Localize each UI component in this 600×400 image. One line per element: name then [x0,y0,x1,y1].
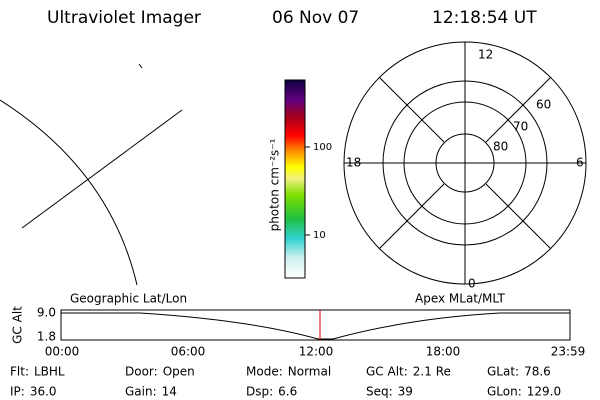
colorbar-scale [284,79,306,279]
status-value: 36.0 [30,385,57,399]
lat-label: 60 [536,98,551,112]
x-label: 18:00 [426,345,461,359]
status-label: Mode: [246,365,283,379]
grid-line [138,63,143,69]
status-panel: Flt: LBHL Door: Open Mode: Normal GC Alt: 2.1 R… [10,365,561,399]
y-label: 1.8 [37,330,56,344]
status-value: 39 [398,385,413,399]
x-label: 12:00 [299,345,334,359]
timeline-title: Geographic Lat/Lon [70,292,187,306]
mlt-label: 0 [468,277,476,291]
timeline: Geographic Lat/Lon Apex MLat/MLT GC Alt … [11,292,586,359]
colorbar-label: 100 [313,142,332,153]
status-label: GC Alt: [366,365,408,379]
y-label: 9.0 [37,306,56,320]
status-label: Dsp: [246,385,273,399]
status-value: 2.1 Re [413,365,451,379]
status-value: 129.0 [527,385,561,399]
status-label: GLon: [487,385,522,399]
lat-label: 80 [493,140,508,154]
image-panel [0,63,183,286]
polar-plot: 12 6 18 0 60 70 80 [343,41,587,291]
status-label: GLat: [487,365,519,379]
y-title: GC Alt [11,306,25,344]
status-label: Flt: [10,365,29,379]
altitude-curve [61,312,570,340]
time: 12:18:54 UT [432,8,537,28]
status-value: 14 [162,385,177,399]
timeline-title: Apex MLat/MLT [415,292,505,306]
date: 06 Nov 07 [272,8,359,28]
x-label: 00:00 [45,345,80,359]
x-label: 06:00 [171,345,206,359]
earth-limb [0,99,138,286]
colorbar: 100 10 photon cm⁻²s⁻¹ [268,79,332,279]
colorbar-label: 10 [313,230,326,241]
title: Ultraviolet Imager [47,8,201,28]
colorbar-unit: photon cm⁻²s⁻¹ [268,138,282,231]
status-label: Door: [125,365,158,379]
lat-label: 70 [513,120,528,134]
status-value: 6.6 [278,385,297,399]
status-label: IP: [10,385,25,399]
x-label: 23:59 [551,345,586,359]
grid-line [21,109,183,229]
status-label: Seq: [366,385,393,399]
mlt-label: 18 [346,156,361,170]
mlt-label: 6 [576,156,584,170]
status-value: 78.6 [524,365,551,379]
status-value: Open [163,365,195,379]
status-label: Gain: [125,385,157,399]
status-value: Normal [288,365,331,379]
timeline-frame [60,309,571,341]
status-value: LBHL [34,365,65,379]
mlt-label: 12 [478,48,493,62]
